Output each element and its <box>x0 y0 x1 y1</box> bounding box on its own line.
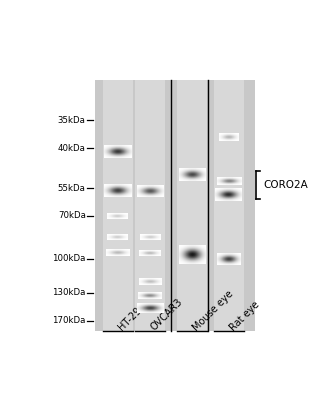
Text: 70kDa: 70kDa <box>58 211 86 220</box>
Bar <box>177 80 207 331</box>
Text: 35kDa: 35kDa <box>58 116 86 125</box>
Text: 170kDa: 170kDa <box>52 316 86 325</box>
Bar <box>135 80 165 331</box>
Text: Rat eye: Rat eye <box>227 300 261 333</box>
Text: 55kDa: 55kDa <box>58 184 86 193</box>
Text: 130kDa: 130kDa <box>52 288 86 297</box>
Text: OVCAR3: OVCAR3 <box>149 297 184 333</box>
Text: 40kDa: 40kDa <box>58 144 86 152</box>
Text: Mouse eye: Mouse eye <box>191 289 235 333</box>
Bar <box>103 80 133 331</box>
Text: CORO2A: CORO2A <box>263 180 308 190</box>
Bar <box>95 80 254 331</box>
Text: 100kDa: 100kDa <box>52 254 86 264</box>
Bar <box>214 80 243 331</box>
Text: HT-29: HT-29 <box>117 306 144 333</box>
